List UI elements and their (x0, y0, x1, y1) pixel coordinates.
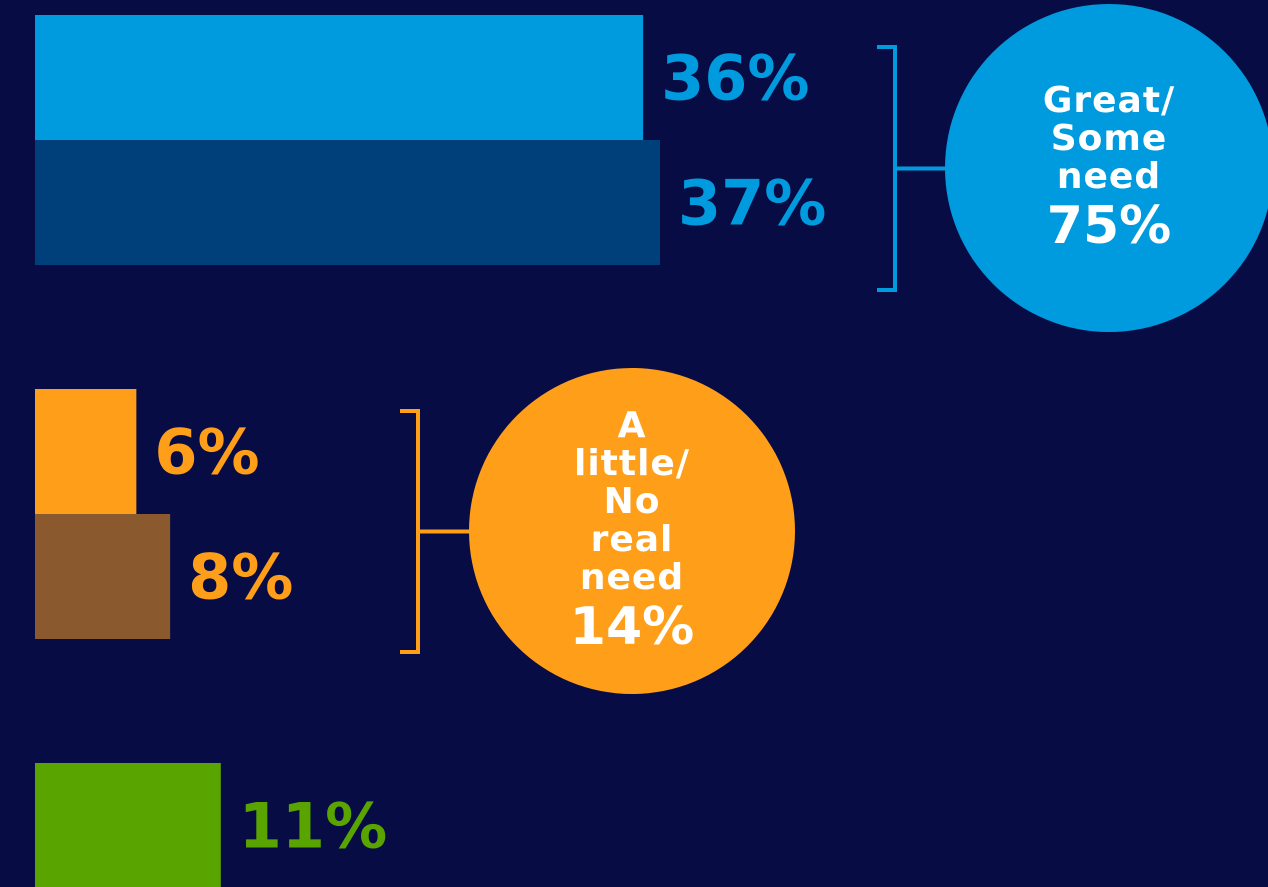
little-no-need-bubble: A little/ No real need 14% (469, 368, 795, 694)
group-bracket-0 (877, 45, 950, 292)
bar-value-label-3: 8% (188, 541, 293, 614)
bar-1 (35, 140, 660, 265)
great-some-need-text: Great/ Some need (1042, 80, 1176, 197)
bar-4 (35, 763, 221, 887)
bar-2 (35, 389, 137, 514)
group-bracket-1 (400, 409, 472, 654)
great-some-need-value: 75% (1046, 196, 1172, 256)
little-no-need-text: A little/ No real need (573, 405, 690, 598)
bar-value-label-0: 36% (661, 42, 809, 115)
little-no-need-value: 14% (569, 597, 695, 657)
bar-value-label-2: 6% (154, 416, 259, 489)
bar-value-label-4: 11% (239, 790, 387, 863)
bar-value-label-1: 37% (678, 167, 826, 240)
great-some-need-bubble: Great/ Some need 75% (945, 4, 1268, 332)
bar-0 (35, 15, 644, 140)
bar-3 (35, 514, 171, 639)
